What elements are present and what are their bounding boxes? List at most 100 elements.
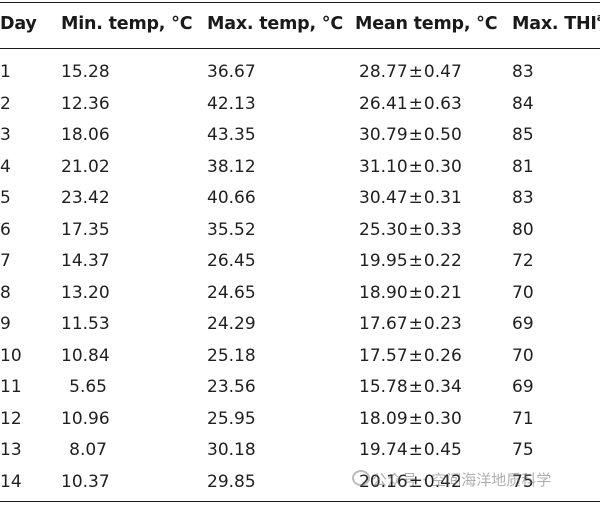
cell-mean-sd: 0.33 — [423, 219, 462, 240]
cell-max-temp: 26.45 — [207, 251, 256, 271]
table-row: 9 11.53 24.29 69 17.67±0.23 — [0, 309, 600, 341]
table-row: 13 8.07 30.18 75 19.74±0.45 — [0, 435, 600, 467]
cell-mean-temp: 19.95±0.22 — [359, 250, 462, 272]
table-body: 1 15.28 36.67 83 28.77±0.47 2 12.36 42.13 84 26.4… — [0, 57, 600, 498]
cell-mean-sd: 0.26 — [423, 345, 462, 366]
cell-max-temp: 35.52 — [207, 219, 256, 240]
cell-max-temp: 42.13 — [207, 93, 256, 114]
cell-min-temp: 17.35 — [61, 219, 110, 240]
cell-day: 6 — [0, 219, 11, 240]
cell-mean-sd: 0.31 — [423, 188, 462, 208]
cell-mean-sd: 0.22 — [423, 251, 462, 271]
cell-day: 7 — [0, 251, 11, 271]
cell-day: 8 — [0, 282, 11, 303]
cell-min-temp: 8.07 — [69, 440, 107, 460]
table-row: 14 10.37 29.85 75 20.16±0.42 — [0, 467, 600, 499]
cell-mean-temp: 31.10±0.30 — [359, 156, 462, 178]
cell-min-temp: 21.02 — [61, 156, 110, 177]
cell-mean-sd: 0.34 — [423, 377, 462, 397]
header-max-thi: Max. THIa — [512, 11, 600, 35]
cell-max-temp: 29.85 — [207, 471, 256, 492]
cell-max-temp: 25.95 — [207, 408, 256, 429]
plus-minus-sign: ± — [408, 156, 423, 177]
table-row: 4 21.02 38.12 81 31.10±0.30 — [0, 152, 600, 184]
cell-mean-sd: 0.21 — [423, 282, 462, 303]
watermark: 公众号 · 空间海洋地质科学 — [352, 470, 551, 490]
table-row: 6 17.35 35.52 80 25.30±0.33 — [0, 215, 600, 247]
cell-mean-temp: 18.90±0.21 — [359, 282, 462, 304]
plus-minus-sign: ± — [408, 345, 423, 366]
cell-mean-value: 17.67 — [359, 314, 408, 334]
cell-max-thi: 69 — [512, 377, 534, 397]
cell-mean-value: 31.10 — [359, 156, 408, 177]
table-header-row: Day Min. temp, °C Max. temp, °C Mean tem… — [0, 0, 600, 48]
plus-minus-sign: ± — [408, 125, 423, 145]
cell-mean-value: 15.78 — [359, 377, 408, 397]
cell-max-thi: 80 — [512, 219, 534, 240]
cell-max-thi: 85 — [512, 125, 534, 145]
cell-min-temp: 13.20 — [61, 282, 110, 303]
cell-max-temp: 40.66 — [207, 188, 256, 208]
cell-day: 1 — [0, 62, 11, 82]
table-row: 8 13.20 24.65 70 18.90±0.21 — [0, 278, 600, 310]
table-row: 5 23.42 40.66 83 30.47±0.31 — [0, 183, 600, 215]
plus-minus-sign: ± — [408, 188, 423, 208]
watermark-text: 公众号 · 空间海洋地质科学 — [372, 471, 552, 489]
table-header-rule — [0, 48, 600, 49]
plus-minus-sign: ± — [408, 408, 423, 429]
cell-mean-value: 17.57 — [359, 345, 408, 366]
table-row: 11 5.65 23.56 69 15.78±0.34 — [0, 372, 600, 404]
cell-mean-value: 19.95 — [359, 251, 408, 271]
header-day: Day — [0, 14, 37, 34]
header-max-thi-footnote: a — [597, 11, 600, 24]
table-row: 1 15.28 36.67 83 28.77±0.47 — [0, 57, 600, 89]
cell-mean-sd: 0.30 — [423, 408, 462, 429]
cell-mean-sd: 0.42 — [423, 471, 462, 492]
table-row: 7 14.37 26.45 72 19.95±0.22 — [0, 246, 600, 278]
plus-minus-sign: ± — [408, 219, 423, 240]
cell-mean-value: 26.41 — [359, 93, 408, 114]
plus-minus-sign: ± — [408, 251, 423, 271]
cell-max-thi: 69 — [512, 314, 534, 334]
table-row: 3 18.06 43.35 85 30.79±0.50 — [0, 120, 600, 152]
cell-max-thi: 83 — [512, 188, 534, 208]
cell-day: 4 — [0, 156, 11, 177]
plus-minus-sign: ± — [408, 282, 423, 303]
plus-minus-sign: ± — [408, 377, 423, 397]
cell-max-thi: 70 — [512, 345, 534, 366]
cell-mean-temp: 25.30±0.33 — [359, 219, 462, 241]
cell-max-thi: 70 — [512, 282, 534, 303]
cell-mean-value: 30.79 — [359, 125, 408, 145]
cell-day: 10 — [0, 345, 22, 366]
cell-min-temp: 11.53 — [61, 314, 110, 334]
cell-max-temp: 43.35 — [207, 125, 256, 145]
cell-max-temp: 23.56 — [207, 377, 256, 397]
plus-minus-sign: ± — [408, 314, 423, 334]
cell-mean-sd: 0.45 — [423, 440, 462, 460]
cell-day: 11 — [0, 377, 22, 397]
cell-day: 12 — [0, 408, 22, 429]
cell-max-temp: 30.18 — [207, 440, 256, 460]
cell-mean-temp: 26.41±0.63 — [359, 93, 462, 115]
cell-max-temp: 38.12 — [207, 156, 256, 177]
cell-mean-value: 20.16 — [359, 471, 408, 492]
cell-mean-sd: 0.50 — [423, 125, 462, 145]
cell-mean-temp: 19.74±0.45 — [359, 439, 462, 461]
cell-max-thi: 71 — [512, 408, 534, 429]
cell-min-temp: 14.37 — [61, 251, 110, 271]
cell-max-thi: 72 — [512, 251, 534, 271]
cell-mean-temp: 15.78±0.34 — [359, 376, 462, 398]
cell-mean-temp: 30.47±0.31 — [359, 187, 462, 209]
cell-max-temp: 36.67 — [207, 62, 256, 82]
cell-mean-sd: 0.63 — [423, 93, 462, 114]
cell-min-temp: 15.28 — [61, 62, 110, 82]
cell-mean-temp: 20.16±0.42 — [359, 471, 462, 493]
plus-minus-sign: ± — [408, 440, 423, 460]
cell-max-temp: 25.18 — [207, 345, 256, 366]
plus-minus-sign: ± — [408, 93, 423, 114]
cell-min-temp: 10.96 — [61, 408, 110, 429]
cell-max-thi: 84 — [512, 93, 534, 114]
table-row: 2 12.36 42.13 84 26.41±0.63 — [0, 89, 600, 121]
cell-day: 14 — [0, 471, 22, 492]
plus-minus-sign: ± — [408, 471, 423, 492]
